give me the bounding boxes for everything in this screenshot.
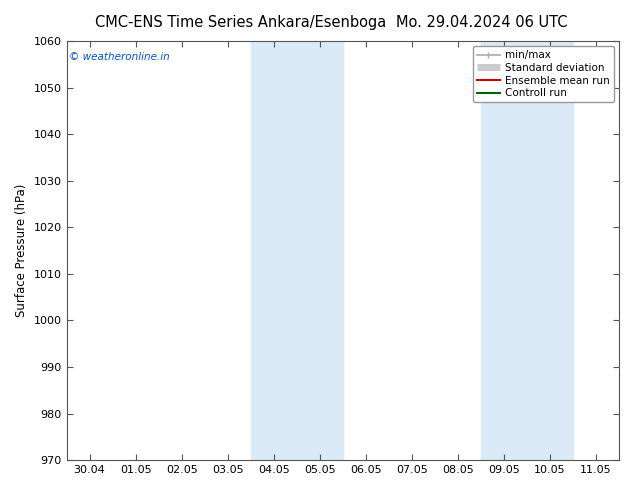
Bar (297, 41, 343, 460)
Text: Mo. 29.04.2024 06 UTC: Mo. 29.04.2024 06 UTC (396, 15, 567, 30)
Bar (527, 41, 573, 460)
Legend: min/max, Standard deviation, Ensemble mean run, Controll run: min/max, Standard deviation, Ensemble me… (472, 46, 614, 102)
Bar (481, 41, 527, 460)
Text: CMC-ENS Time Series Ankara/Esenboga: CMC-ENS Time Series Ankara/Esenboga (95, 15, 387, 30)
Y-axis label: Surface Pressure (hPa): Surface Pressure (hPa) (15, 184, 28, 318)
Text: © weatheronline.in: © weatheronline.in (69, 51, 170, 62)
Bar (250, 41, 297, 460)
